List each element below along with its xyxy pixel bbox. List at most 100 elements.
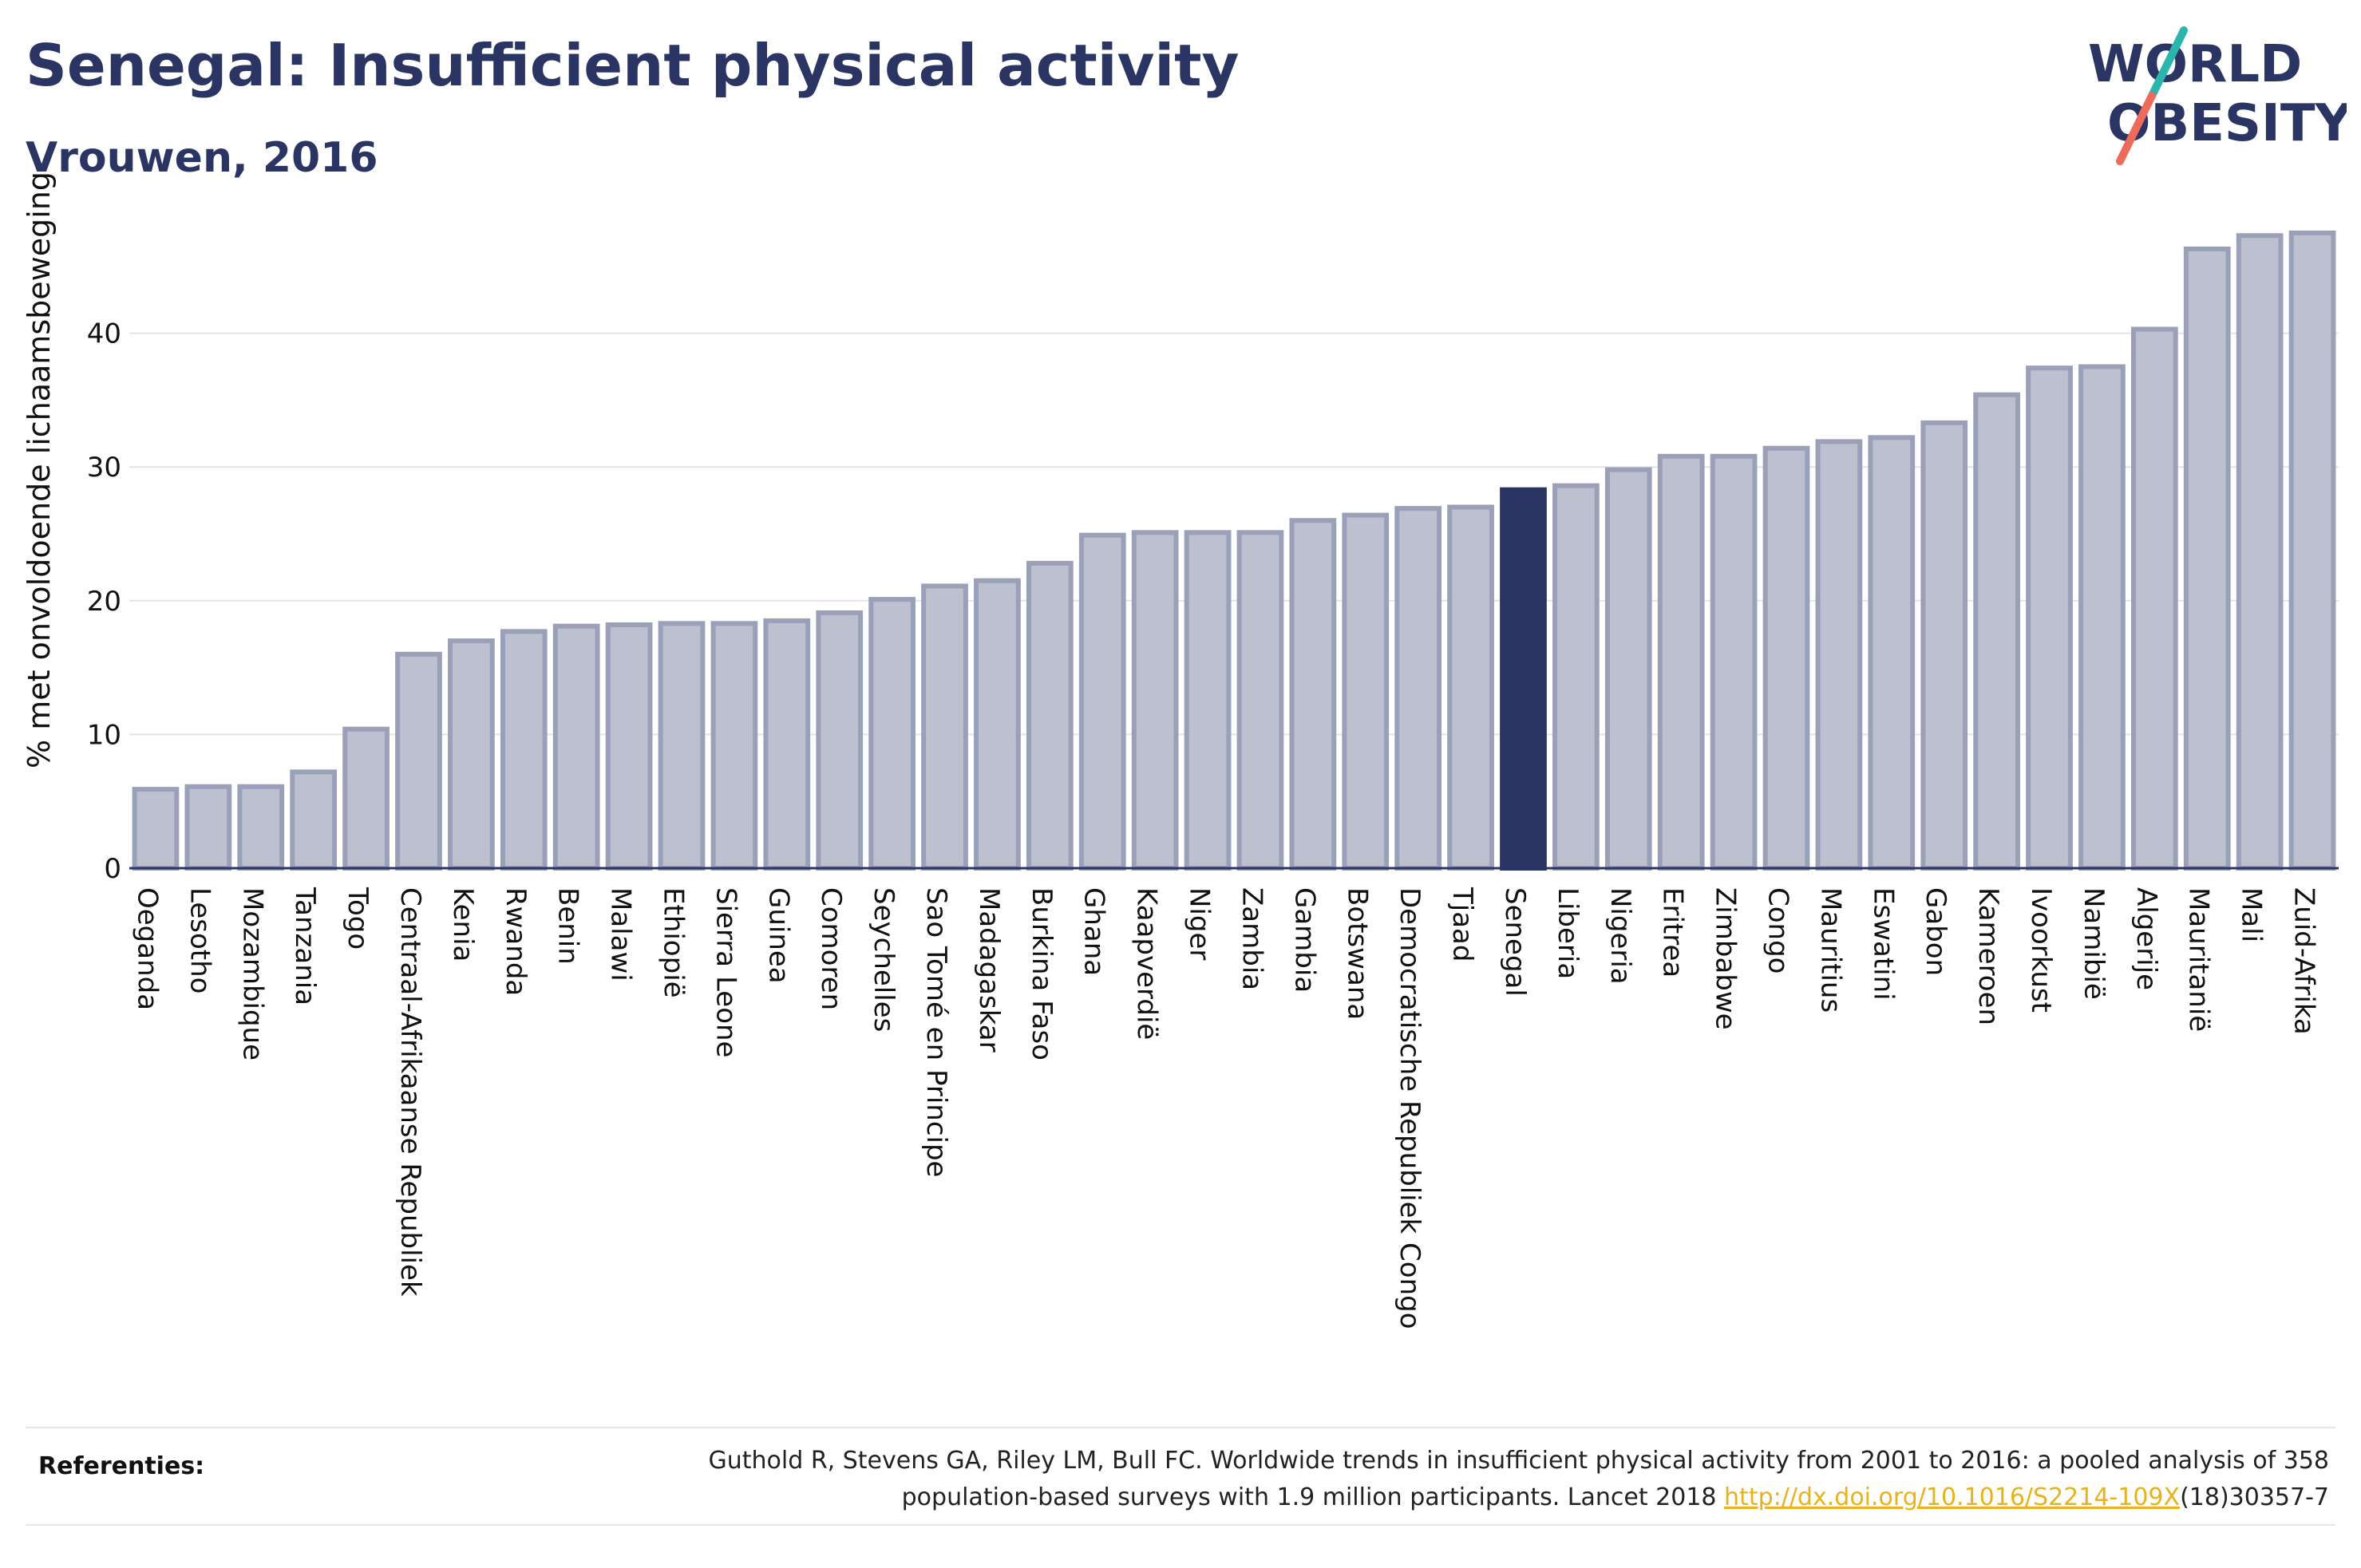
x-tick-label: Kaapverdië	[1131, 887, 1163, 1040]
x-tick-label: Guinea	[762, 887, 794, 984]
bar-rwanda	[500, 629, 548, 871]
bar-mauritius	[1815, 439, 1863, 871]
bar-seychelles	[868, 597, 916, 871]
bar-kameroen	[1973, 392, 2020, 871]
bar-zuid-afrika	[2288, 230, 2336, 871]
x-tick-label: Oeganda	[131, 887, 163, 1010]
chart-title: Senegal: Insufficient physical activity	[26, 32, 1240, 99]
x-tick-label: Zambia	[1236, 887, 1268, 990]
bar-congo	[1762, 445, 1810, 871]
x-tick-label: Ivoorkust	[2025, 887, 2057, 1013]
x-tick-label: Rwanda	[500, 887, 532, 996]
bar-nigeria	[1604, 467, 1652, 871]
y-tick-label: 10	[87, 719, 121, 751]
bar-centraal-afrikaanse-republiek	[395, 651, 442, 871]
bar-kenia	[448, 638, 495, 871]
bar-gambia	[1289, 518, 1337, 871]
logo-slash-coral	[2116, 92, 2156, 165]
bar-eritrea	[1657, 453, 1705, 871]
x-tick-labels: Oeganda Lesotho Mozambique Tanzania Togo Cent…	[131, 887, 2319, 1329]
bar-lesotho	[184, 784, 232, 871]
x-tick-label: Niger	[1184, 887, 1216, 960]
x-tick-label: Gambia	[1288, 887, 1320, 993]
reference-doi-link[interactable]: http://dx.doi.org/10.1016/S2214-109X	[1724, 1483, 2181, 1511]
bars	[132, 230, 2336, 871]
x-tick-label: Algerije	[2130, 887, 2162, 990]
x-tick-label: Sao Tomé en Principe	[920, 887, 952, 1177]
bar-ghana	[1078, 532, 1126, 871]
x-tick-label: Congo	[1762, 887, 1794, 974]
reference-line-1: Guthold R, Stevens GA, Riley LM, Bull FC…	[708, 1447, 2329, 1475]
x-tick-label: Mauritius	[1814, 887, 1846, 1013]
x-tick-label: Ethiopië	[658, 887, 690, 998]
x-tick-label: Namibië	[2078, 887, 2110, 1000]
bar-algerije	[2130, 326, 2178, 871]
x-tick-label: Burkina Faso	[1026, 887, 1058, 1060]
bar-zambia	[1236, 530, 1284, 871]
bar-mauritani-	[2183, 247, 2231, 871]
x-tick-label: Eswatini	[1867, 887, 1899, 1001]
chart-subtitle: Vrouwen, 2016	[26, 134, 378, 182]
y-tick-label: 20	[87, 586, 121, 618]
x-tick-label: Benin	[552, 887, 584, 965]
logo-slash-teal	[2148, 26, 2188, 100]
bar-mozambique	[237, 784, 285, 871]
bar-gabon	[1920, 420, 1968, 871]
bar-liberia	[1552, 483, 1600, 871]
bar-niger	[1184, 530, 1232, 871]
x-tick-label: Lesotho	[184, 887, 216, 993]
references-label: Referenties:	[38, 1452, 205, 1480]
x-tick-label: Liberia	[1552, 887, 1584, 979]
x-tick-label: Kenia	[447, 887, 479, 962]
x-tick-label: Sierra Leone	[710, 887, 742, 1057]
world-obesity-logo: WORLD OBESITY	[2088, 26, 2347, 165]
x-tick-label: Botswana	[1341, 887, 1373, 1020]
y-tick-label: 30	[87, 452, 121, 484]
x-tick-label: Tjaad	[1446, 887, 1478, 962]
bar-botswana	[1342, 512, 1390, 871]
x-tick-label: Kameroen	[1972, 887, 2004, 1025]
bar-sao-tom-en-principe	[921, 583, 968, 871]
bar-eswatini	[1868, 435, 1916, 871]
x-tick-label: Eritrea	[1657, 887, 1689, 978]
x-tick-label: Malawi	[605, 887, 637, 981]
x-tick-label: Comoren	[815, 887, 847, 1010]
bar-benin	[552, 623, 600, 871]
bar-comoren	[816, 610, 864, 871]
x-tick-label: Zuid-Afrika	[2288, 887, 2320, 1035]
bar-malawi	[605, 622, 653, 871]
y-axis-label: % met onvoldoende lichaamsbeweging	[22, 172, 57, 768]
bar-guinea	[763, 618, 811, 871]
bar-sierra-leone	[710, 621, 758, 871]
x-tick-label: Togo	[342, 887, 374, 950]
x-tick-label: Senegal	[1499, 887, 1531, 997]
reference-line-2-prefix: population-based surveys with 1.9 millio…	[901, 1483, 1725, 1511]
bar-zimbabwe	[1710, 453, 1758, 871]
bar-madagaskar	[974, 578, 1021, 871]
x-tick-label: Mali	[2236, 887, 2268, 942]
x-tick-label: Mozambique	[236, 887, 268, 1060]
y-tick-label: 0	[104, 853, 121, 885]
bar-burkina-faso	[1026, 560, 1074, 871]
x-tick-label: Centraal-Afrikaanse Republiek	[394, 887, 426, 1297]
bar-ivoorkust	[2026, 365, 2073, 871]
divider-bottom	[26, 1524, 2335, 1526]
x-tick-label: Nigeria	[1604, 887, 1636, 985]
y-tick-labels: 0 10 20 30 40	[87, 318, 121, 885]
bar-tjaad	[1447, 504, 1494, 871]
x-tick-label: Democratische Republiek Congo	[1394, 887, 1426, 1329]
bar-kaapverdi-	[1131, 530, 1179, 871]
x-tick-label: Gabon	[1920, 887, 1952, 976]
bar-mali	[2236, 233, 2284, 871]
y-tick-label: 40	[87, 318, 121, 350]
bar-ethiopi-	[658, 621, 706, 871]
reference-line-2-suffix: (18)30357-7	[2180, 1483, 2329, 1511]
bar-togo	[342, 726, 390, 871]
bar-senegal	[1500, 487, 1547, 871]
x-tick-label: Ghana	[1078, 887, 1110, 976]
x-tick-label: Mauritanië	[2183, 887, 2215, 1032]
x-tick-label: Tanzania	[289, 887, 321, 1005]
x-tick-label: Seychelles	[868, 887, 900, 1032]
bar-oeganda	[132, 787, 180, 871]
x-tick-label: Madagaskar	[973, 887, 1005, 1053]
